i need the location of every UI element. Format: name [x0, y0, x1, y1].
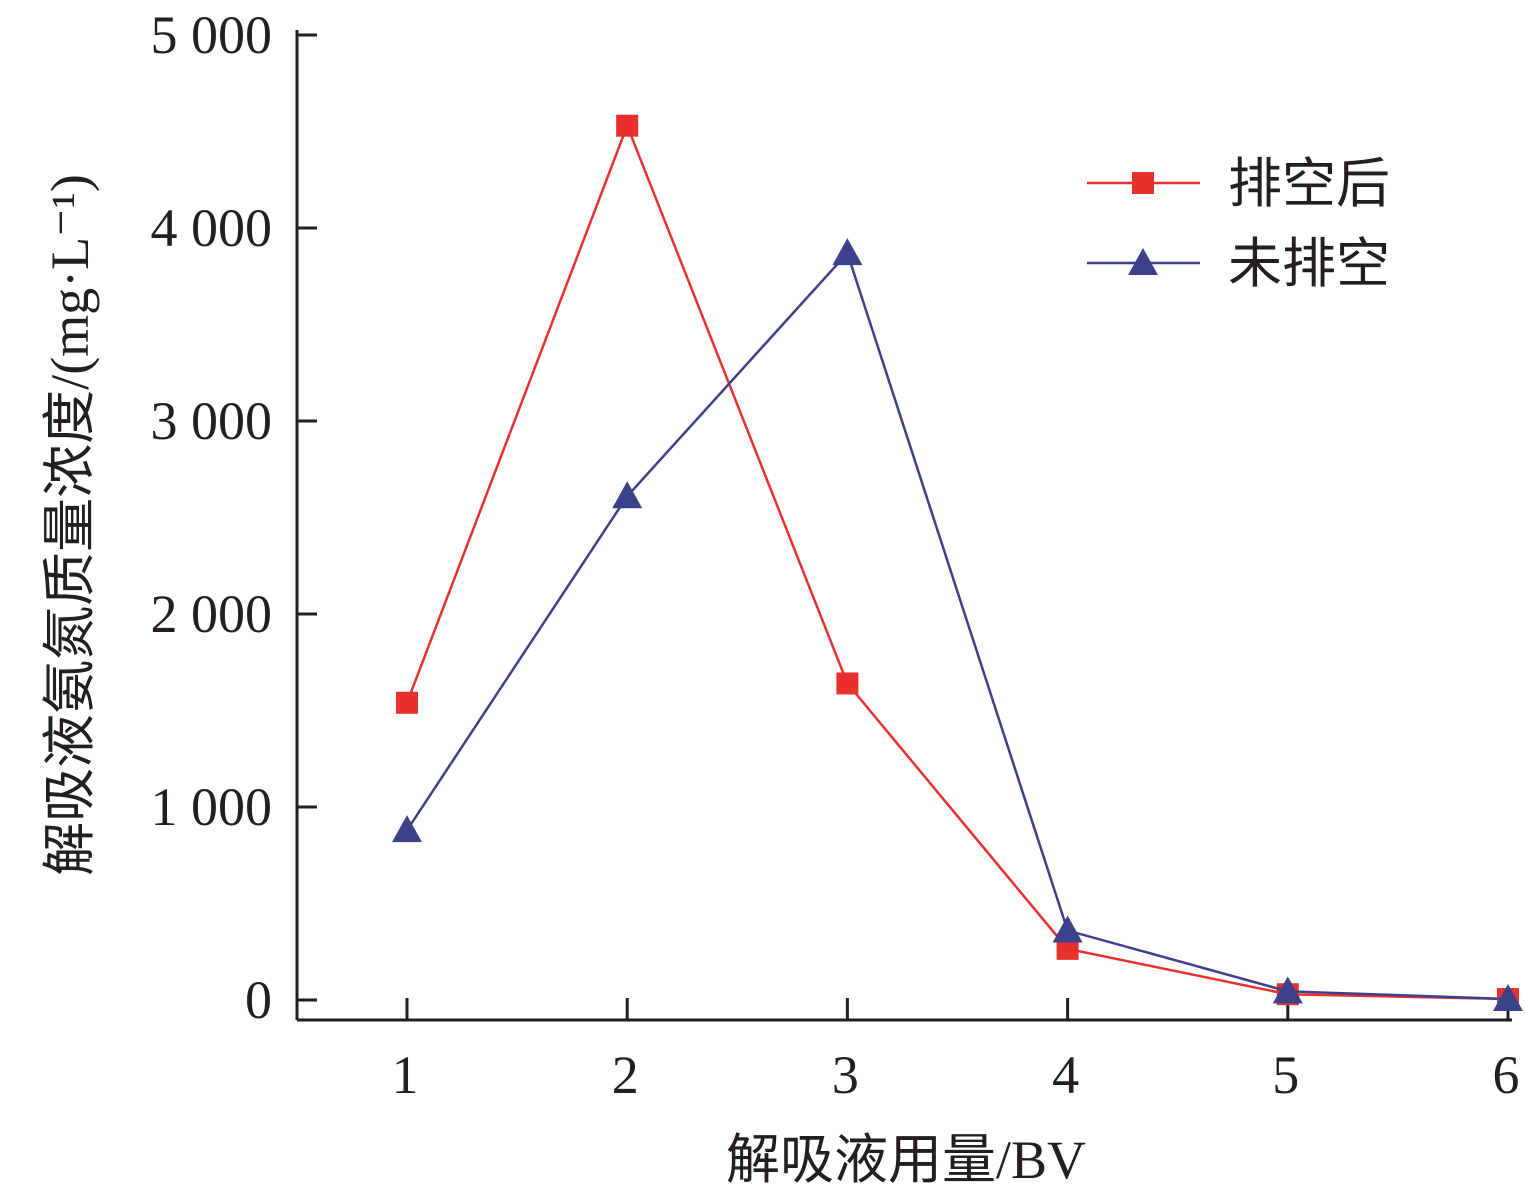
- data-point: [612, 481, 643, 509]
- series-line: [405, 122, 1509, 1001]
- y-tick-label: 4 000: [151, 198, 273, 258]
- legend-label: 未排空: [1228, 234, 1390, 294]
- y-tick-label: 3 000: [151, 391, 273, 451]
- x-tick-label: 5: [1272, 1045, 1299, 1105]
- series-layer: [392, 114, 1523, 1012]
- data-point: [832, 238, 863, 266]
- axes: [295, 30, 1512, 1022]
- data-point: [392, 815, 422, 843]
- legend-entry-2: 未排空: [1087, 234, 1390, 294]
- x-tick-label: 1: [392, 1045, 419, 1105]
- legend-label: 排空后: [1228, 154, 1390, 214]
- legend-marker: [1128, 248, 1158, 275]
- data-point: [1272, 976, 1303, 1004]
- data-point: [1056, 937, 1079, 960]
- data-point: [616, 114, 639, 137]
- y-tick-label: 5 000: [151, 5, 273, 65]
- data-point: [836, 672, 859, 695]
- y-tick-label: 2 000: [151, 584, 273, 644]
- series-2: [392, 238, 1523, 1012]
- data-point: [1493, 984, 1523, 1012]
- data-point: [396, 691, 418, 714]
- y-tick-label: 1 000: [151, 777, 273, 837]
- x-tick-label: 2: [612, 1045, 639, 1105]
- y-axis-title: 解吸液氨氮质量浓度/(mg·L⁻¹): [40, 174, 100, 876]
- legend-marker: [1132, 172, 1154, 194]
- x-tick-label: 4: [1052, 1045, 1079, 1105]
- y-tick-label: 0: [245, 970, 272, 1030]
- x-tick-label: 6: [1493, 1045, 1520, 1105]
- legend-entry-1: 排空后: [1087, 154, 1390, 214]
- series-line: [405, 250, 1509, 1001]
- x-axis-title: 解吸液用量/BV: [726, 1130, 1086, 1190]
- data-point: [1052, 915, 1083, 943]
- ticks: 0 1 000 2 000 3 000 4 000 5 000 1 2 3 4 5 6: [151, 5, 1520, 1105]
- x-tick-label: 3: [832, 1045, 859, 1105]
